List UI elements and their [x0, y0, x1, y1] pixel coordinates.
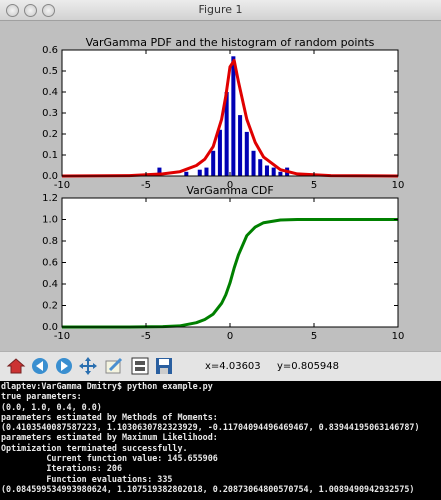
- histogram-bar: [231, 56, 236, 176]
- terminal-line: parameters estimated by Methods of Momen…: [1, 411, 218, 422]
- histogram-bar: [224, 92, 229, 176]
- x-tick-label: 10: [392, 180, 405, 191]
- y-tick-label: 0.2: [42, 301, 58, 312]
- histogram-bar: [211, 150, 216, 176]
- histogram-bar: [278, 171, 283, 176]
- chart-title: VarGamma CDF: [186, 184, 273, 197]
- terminal-line: (0.4103540087587223, 1.1030630782323929,…: [1, 422, 420, 433]
- y-tick-label: 0.6: [42, 45, 58, 56]
- cursor-x: x=4.03603: [205, 361, 261, 372]
- x-tick-label: 0: [227, 331, 233, 342]
- y-tick-label: 1.0: [42, 215, 58, 226]
- cdf-line: [62, 218, 398, 329]
- histogram-bar: [238, 115, 243, 176]
- forward-button[interactable]: [54, 356, 74, 376]
- terminal-line: dlaptev:VarGamma Dmitry$ python example.…: [1, 381, 213, 391]
- x-tick-label: 5: [311, 331, 317, 342]
- histogram-bar: [197, 169, 202, 176]
- terminal-line: parameters estimated by Maximum Likeliho…: [1, 432, 218, 443]
- y-tick-label: 0.6: [42, 258, 58, 269]
- x-tick-label: -5: [141, 180, 151, 191]
- histogram-bar: [204, 167, 209, 176]
- terminal-line: Function evaluations: 335: [1, 473, 173, 484]
- x-tick-label: 5: [311, 180, 317, 191]
- window-title: Figure 1: [198, 3, 243, 16]
- y-tick-label: 0.0: [42, 322, 58, 333]
- histogram-bar: [157, 167, 162, 176]
- terminal-line: (0.0, 1.0, 0.4, 0.0): [1, 401, 102, 412]
- cursor-y: y=0.805948: [277, 361, 340, 372]
- histogram-bar: [251, 150, 256, 176]
- terminal-line: (0.084599534993980624, 1.107519382802018…: [1, 483, 415, 494]
- zoom-rect-button[interactable]: [104, 356, 124, 376]
- y-tick-label: 1.2: [42, 193, 58, 204]
- minimize-button[interactable]: [24, 4, 37, 17]
- title-bar: Figure 1: [0, 0, 441, 21]
- plot-area: [62, 198, 398, 327]
- terminal-line: Iterations: 206: [1, 463, 123, 474]
- histogram-bar: [244, 131, 249, 176]
- y-tick-label: 0.4: [42, 279, 58, 290]
- y-tick-label: 0.0: [42, 171, 58, 182]
- zoom-button[interactable]: [42, 4, 55, 17]
- pdf-line: [61, 59, 399, 178]
- terminal: dlaptev:VarGamma Dmitry$ python example.…: [0, 381, 441, 500]
- y-tick-label: 0.1: [42, 150, 58, 161]
- histogram-bar: [258, 159, 263, 176]
- histogram-bar: [217, 129, 222, 176]
- y-tick-label: 0.3: [42, 108, 58, 119]
- subplots-button[interactable]: [130, 356, 150, 376]
- terminal-line: Optimization terminated successfully.: [1, 442, 188, 453]
- y-tick-label: 0.8: [42, 236, 58, 247]
- terminal-line: Current function value: 145.655906: [1, 453, 218, 464]
- x-tick-label: 10: [392, 331, 405, 342]
- home-button[interactable]: [6, 356, 26, 376]
- back-button[interactable]: [30, 356, 50, 376]
- terminal-line: true parameters:: [1, 391, 82, 402]
- save-button[interactable]: [154, 356, 174, 376]
- x-tick-label: -5: [141, 331, 151, 342]
- x-tick-label: -10: [54, 180, 70, 191]
- x-tick-label: -10: [54, 331, 70, 342]
- histogram-bar: [184, 171, 189, 176]
- histogram-bar: [271, 167, 276, 176]
- y-tick-label: 0.2: [42, 129, 58, 140]
- toolbar: x=4.03603 y=0.805948: [0, 351, 441, 382]
- y-tick-label: 0.5: [42, 66, 58, 77]
- histogram-bar: [264, 165, 269, 176]
- x-tick-label: 0: [227, 180, 233, 191]
- pan-button[interactable]: [78, 356, 98, 376]
- y-tick-label: 0.4: [42, 87, 58, 98]
- figure: VarGamma PDF and the histogram of random…: [42, 36, 405, 342]
- chart-title: VarGamma PDF and the histogram of random…: [86, 36, 375, 49]
- close-button[interactable]: [6, 4, 19, 17]
